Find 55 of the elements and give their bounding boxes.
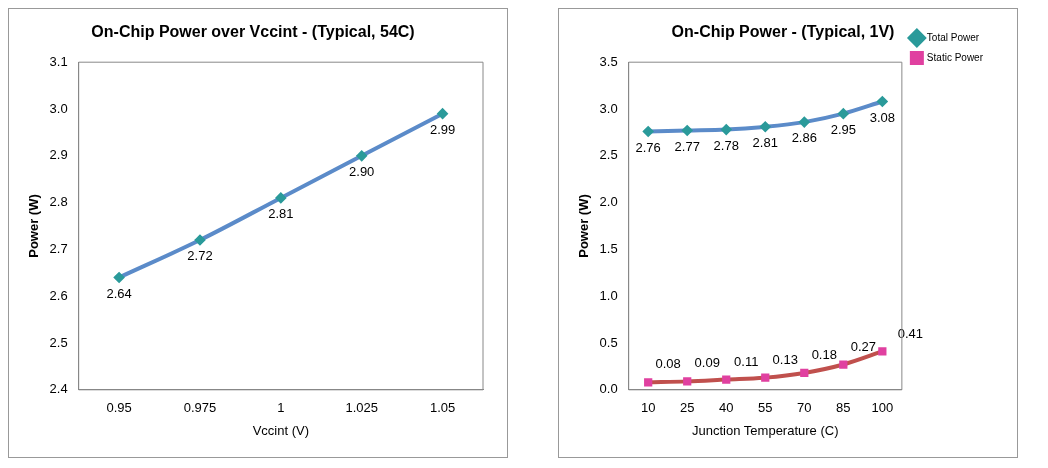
x-tick-label: 0.95 bbox=[106, 400, 132, 416]
y-tick-label: 2.5 bbox=[49, 334, 68, 350]
data-label: 0.27 bbox=[850, 338, 876, 354]
x-tick-label: 10 bbox=[640, 400, 656, 416]
data-label: 3.08 bbox=[869, 109, 896, 125]
y-tick-label: 2.6 bbox=[49, 287, 68, 303]
y-tick-label: 3.0 bbox=[49, 100, 68, 116]
data-label: 2.81 bbox=[752, 134, 778, 150]
data-label: 0.41 bbox=[897, 325, 924, 341]
data-label: 2.64 bbox=[106, 285, 132, 301]
legend-label: Static Power bbox=[926, 51, 984, 63]
data-label: 2.86 bbox=[791, 130, 817, 146]
x-tick-label: 25 bbox=[679, 400, 695, 416]
y-tick-label: 3.1 bbox=[49, 53, 68, 69]
x-tick-label: 1 bbox=[277, 400, 285, 416]
y-tick-label: 2.8 bbox=[49, 194, 68, 210]
x-tick-label: 1.025 bbox=[345, 400, 378, 416]
data-label: 2.78 bbox=[713, 137, 739, 153]
data-label: 0.09 bbox=[694, 355, 720, 371]
y-axis-title: Power (W) bbox=[26, 194, 42, 258]
data-label: 2.81 bbox=[268, 206, 294, 221]
y-tick-label: 2.9 bbox=[49, 147, 68, 163]
x-tick-label: 55 bbox=[758, 400, 773, 416]
data-label: 2.77 bbox=[674, 138, 700, 154]
y-tick-label: 2.7 bbox=[49, 240, 68, 256]
x-tick-label: 40 bbox=[719, 400, 734, 416]
y-tick-label: 0.5 bbox=[599, 334, 618, 350]
data-label: 0.13 bbox=[772, 351, 798, 367]
y-tick-label: 2.5 bbox=[599, 147, 618, 163]
x-tick-label: 85 bbox=[836, 400, 851, 416]
x-axis-title: Junction Temperature (C) bbox=[692, 422, 839, 438]
legend-label: Total Power bbox=[926, 31, 980, 43]
data-label: 2.76 bbox=[635, 139, 661, 155]
y-tick-label: 2.0 bbox=[599, 194, 618, 210]
data-label: 0.11 bbox=[734, 353, 759, 369]
y-tick-label: 1.5 bbox=[599, 240, 618, 256]
data-label: 2.72 bbox=[187, 248, 213, 264]
x-tick-label: 0.975 bbox=[183, 400, 217, 416]
chart-title: On-Chip Power - (Typical, 1V) bbox=[671, 23, 895, 41]
chart-title: On-Chip Power over Vccint - (Typical, 54C) bbox=[91, 23, 415, 41]
x-tick-label: 100 bbox=[871, 400, 894, 416]
y-axis-title: Power (W) bbox=[576, 194, 592, 258]
data-label: 0.08 bbox=[655, 356, 681, 372]
y-tick-label: 3.5 bbox=[599, 53, 618, 69]
x-tick-label: 1.05 bbox=[429, 400, 456, 416]
y-tick-label: 1.0 bbox=[599, 287, 618, 303]
data-label: 2.90 bbox=[349, 163, 375, 179]
y-tick-label: 3.0 bbox=[599, 100, 618, 116]
data-label: 2.95 bbox=[830, 121, 856, 137]
y-tick-label: 0.0 bbox=[599, 381, 618, 397]
x-axis-title: Vccint (V) bbox=[252, 422, 310, 438]
x-tick-label: 70 bbox=[797, 400, 812, 416]
data-label: 2.99 bbox=[429, 121, 456, 137]
y-tick-label: 2.4 bbox=[49, 381, 68, 397]
data-label: 0.18 bbox=[811, 347, 837, 363]
